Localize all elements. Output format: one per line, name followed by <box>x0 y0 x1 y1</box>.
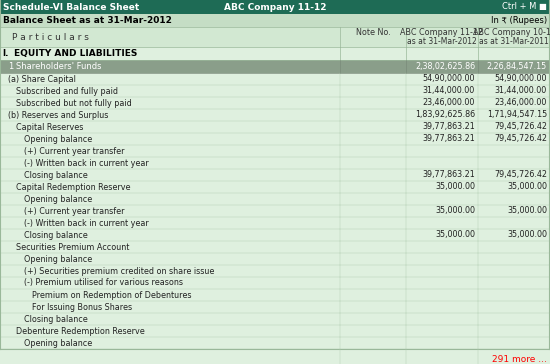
Text: 291 more ...: 291 more ... <box>492 355 547 364</box>
Text: 54,90,000.00: 54,90,000.00 <box>494 75 547 83</box>
Bar <box>0 241 550 253</box>
Text: 35,000.00: 35,000.00 <box>507 206 547 215</box>
Text: ABC Company 10-11: ABC Company 10-11 <box>472 28 550 37</box>
Bar <box>0 0 550 14</box>
Text: 1,71,94,547.15: 1,71,94,547.15 <box>487 111 547 119</box>
Bar <box>0 97 550 109</box>
Bar <box>0 205 550 217</box>
Bar <box>0 325 550 337</box>
Text: (-) Written back in current year: (-) Written back in current year <box>24 218 149 228</box>
Bar <box>0 301 550 313</box>
Text: Schedule-VI Balance Sheet: Schedule-VI Balance Sheet <box>3 3 139 12</box>
Bar <box>0 277 550 289</box>
Bar <box>0 157 550 169</box>
Bar <box>0 133 550 145</box>
Bar <box>0 289 550 301</box>
Bar <box>0 121 550 133</box>
Text: (+) Current year transfer: (+) Current year transfer <box>24 206 124 215</box>
Text: Opening balance: Opening balance <box>24 135 92 143</box>
Text: In ₹ (Rupees): In ₹ (Rupees) <box>491 16 547 25</box>
Text: Closing balance: Closing balance <box>24 230 88 240</box>
Text: 2,38,02,625.86: 2,38,02,625.86 <box>415 62 475 71</box>
Bar <box>0 14 550 27</box>
Bar <box>0 181 550 193</box>
Text: (-) Written back in current year: (-) Written back in current year <box>24 158 149 167</box>
Text: Closing balance: Closing balance <box>24 314 88 324</box>
Bar <box>0 47 550 60</box>
Text: 54,90,000.00: 54,90,000.00 <box>422 75 475 83</box>
Text: 35,000.00: 35,000.00 <box>507 230 547 240</box>
Text: 35,000.00: 35,000.00 <box>435 230 475 240</box>
Text: as at 31-Mar-2012: as at 31-Mar-2012 <box>407 37 477 46</box>
Text: 35,000.00: 35,000.00 <box>435 206 475 215</box>
Text: 79,45,726.42: 79,45,726.42 <box>494 170 547 179</box>
Text: Opening balance: Opening balance <box>24 339 92 348</box>
Text: EQUITY AND LIABILITIES: EQUITY AND LIABILITIES <box>14 49 138 58</box>
Text: 79,45,726.42: 79,45,726.42 <box>494 123 547 131</box>
Text: (+) Securities premium credited on share issue: (+) Securities premium credited on share… <box>24 266 214 276</box>
Text: Premium on Redemption of Debentures: Premium on Redemption of Debentures <box>32 290 191 300</box>
Text: Debenture Redemption Reserve: Debenture Redemption Reserve <box>16 327 145 336</box>
Bar <box>0 73 550 85</box>
Bar <box>0 253 550 265</box>
Text: Capital Reserves: Capital Reserves <box>16 123 84 131</box>
Text: 2,26,84,547.15: 2,26,84,547.15 <box>487 62 547 71</box>
Text: Opening balance: Opening balance <box>24 194 92 203</box>
Bar <box>0 169 550 181</box>
Text: ABC Company 11-12: ABC Company 11-12 <box>400 28 483 37</box>
Text: as at 31-Mar-2011: as at 31-Mar-2011 <box>479 37 549 46</box>
Bar <box>0 60 550 73</box>
Bar <box>0 27 550 47</box>
Text: 35,000.00: 35,000.00 <box>507 182 547 191</box>
Text: Ctrl + M ■: Ctrl + M ■ <box>502 3 547 12</box>
Text: Opening balance: Opening balance <box>24 254 92 264</box>
Text: 39,77,863.21: 39,77,863.21 <box>422 135 475 143</box>
Text: 1: 1 <box>8 62 13 71</box>
Text: 31,44,000.00: 31,44,000.00 <box>495 87 547 95</box>
Bar <box>0 229 550 241</box>
Bar <box>0 217 550 229</box>
Text: (+) Current year transfer: (+) Current year transfer <box>24 146 124 155</box>
Bar <box>0 145 550 157</box>
Bar <box>0 313 550 325</box>
Text: 35,000.00: 35,000.00 <box>435 182 475 191</box>
Text: (a) Share Capital: (a) Share Capital <box>8 75 76 83</box>
Text: Shareholders' Funds: Shareholders' Funds <box>16 62 102 71</box>
Text: 39,77,863.21: 39,77,863.21 <box>422 123 475 131</box>
Bar <box>0 265 550 277</box>
Text: Capital Redemption Reserve: Capital Redemption Reserve <box>16 182 130 191</box>
Text: ABC Company 11-12: ABC Company 11-12 <box>224 3 326 12</box>
Text: 1,83,92,625.86: 1,83,92,625.86 <box>415 111 475 119</box>
Text: For Issuing Bonus Shares: For Issuing Bonus Shares <box>32 302 132 312</box>
Text: P a r t i c u l a r s: P a r t i c u l a r s <box>12 32 89 41</box>
Text: Subscribed and fully paid: Subscribed and fully paid <box>16 87 118 95</box>
Text: Closing balance: Closing balance <box>24 170 88 179</box>
Text: (b) Reserves and Surplus: (b) Reserves and Surplus <box>8 111 108 119</box>
Text: (-) Premium utilised for various reasons: (-) Premium utilised for various reasons <box>24 278 183 288</box>
Text: Subscribed but not fully paid: Subscribed but not fully paid <box>16 99 132 107</box>
Text: Securities Premium Account: Securities Premium Account <box>16 242 129 252</box>
Text: 23,46,000.00: 23,46,000.00 <box>422 99 475 107</box>
Text: Note No.: Note No. <box>356 28 390 37</box>
Bar <box>0 85 550 97</box>
Bar <box>0 349 550 364</box>
Text: Balance Sheet as at 31-Mar-2012: Balance Sheet as at 31-Mar-2012 <box>3 16 172 25</box>
Bar <box>0 193 550 205</box>
Text: 39,77,863.21: 39,77,863.21 <box>422 170 475 179</box>
Text: I.: I. <box>2 49 8 58</box>
Bar <box>0 337 550 349</box>
Text: 23,46,000.00: 23,46,000.00 <box>494 99 547 107</box>
Bar <box>0 109 550 121</box>
Text: 79,45,726.42: 79,45,726.42 <box>494 135 547 143</box>
Text: 31,44,000.00: 31,44,000.00 <box>423 87 475 95</box>
